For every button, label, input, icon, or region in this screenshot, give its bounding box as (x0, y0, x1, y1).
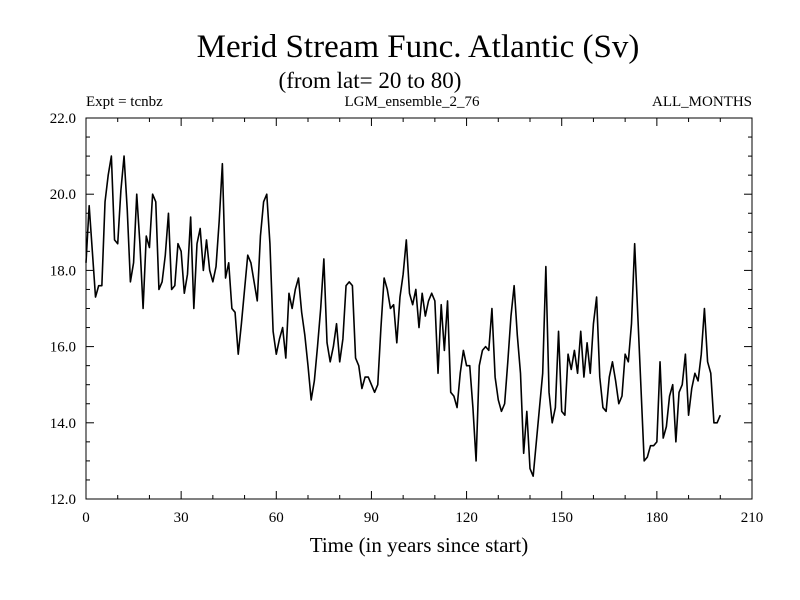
x-tick-label: 30 (174, 510, 189, 526)
y-tick-label: 18.0 (50, 263, 76, 279)
x-tick-label: 180 (646, 510, 669, 526)
chart-title: Merid Stream Func. Atlantic (Sv) (197, 29, 640, 65)
header-center-label: LGM_ensemble_2_76 (345, 94, 480, 110)
y-tick-label: 12.0 (50, 492, 76, 508)
y-tick-labels: 12.0 14.0 16.0 18.0 20.0 22.0 (50, 111, 76, 508)
plot-frame (85, 117, 753, 500)
x-axis-label: Time (in years since start) (310, 533, 529, 557)
x-tick-label: 60 (269, 510, 284, 526)
chart-subtitle: (from lat= 20 to 80) (279, 68, 462, 93)
y-tick-label: 14.0 (50, 416, 76, 432)
y-tick-label: 22.0 (50, 111, 76, 127)
x-tick-label: 120 (455, 510, 478, 526)
x-tick-label: 150 (550, 510, 573, 526)
header-right-label: ALL_MONTHS (652, 94, 752, 110)
x-tick-label: 210 (741, 510, 764, 526)
data-series-line (85, 155, 722, 477)
tick-marks (85, 117, 753, 500)
x-tick-label: 0 (82, 510, 90, 526)
x-tick-labels: 0 30 60 90 120 150 180 210 (82, 510, 763, 526)
x-tick-label: 90 (364, 510, 379, 526)
y-tick-label: 20.0 (50, 187, 76, 203)
y-tick-label: 16.0 (50, 340, 76, 356)
header-left-label: Expt = tcnbz (86, 94, 163, 110)
